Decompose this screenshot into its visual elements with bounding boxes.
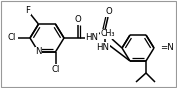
Text: Cl: Cl (8, 34, 16, 43)
Text: N: N (35, 47, 42, 56)
Text: =N: =N (160, 43, 174, 53)
Text: F: F (25, 6, 30, 15)
Text: CH₃: CH₃ (101, 29, 115, 39)
Text: HN: HN (85, 34, 98, 43)
Text: O: O (75, 15, 81, 24)
Text: O: O (106, 7, 112, 17)
Text: HN: HN (96, 43, 110, 51)
Text: Cl: Cl (51, 65, 60, 74)
